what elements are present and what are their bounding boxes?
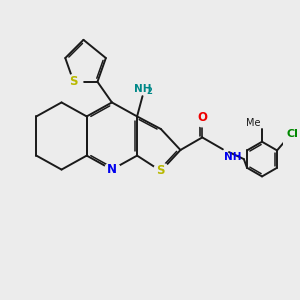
Text: NH: NH — [134, 84, 152, 94]
Text: NH: NH — [224, 152, 242, 161]
Text: S: S — [157, 164, 165, 178]
Text: Me: Me — [246, 118, 261, 128]
Text: S: S — [69, 75, 78, 88]
Text: 2: 2 — [147, 87, 152, 96]
Text: Cl: Cl — [287, 129, 299, 139]
Text: O: O — [197, 111, 207, 124]
Text: N: N — [107, 163, 117, 176]
